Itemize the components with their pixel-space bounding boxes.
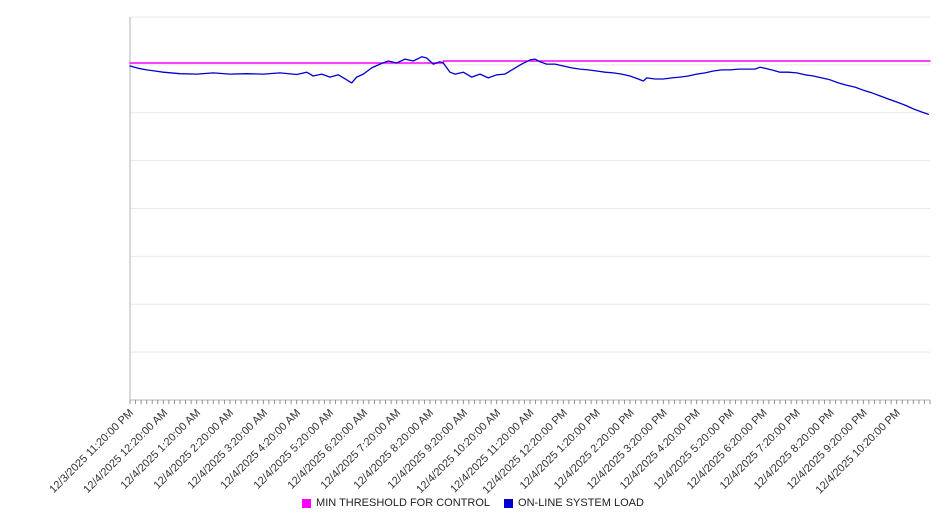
- plot-area: [129, 16, 931, 404]
- system-load-line: [129, 56, 929, 115]
- legend-label-system-load: ON-LINE SYSTEM LOAD: [518, 497, 644, 509]
- threshold-line: [129, 60, 931, 64]
- min-threshold-swatch-icon: [302, 498, 312, 508]
- chart-legend: MIN THRESHOLD FOR CONTROL ON-LINE SYSTEM…: [0, 497, 946, 509]
- system-load-swatch-icon: [504, 498, 514, 508]
- legend-item-min-threshold[interactable]: MIN THRESHOLD FOR CONTROL: [302, 497, 490, 509]
- legend-item-system-load[interactable]: ON-LINE SYSTEM LOAD: [504, 497, 644, 509]
- legend-label-min-threshold: MIN THRESHOLD FOR CONTROL: [316, 497, 491, 509]
